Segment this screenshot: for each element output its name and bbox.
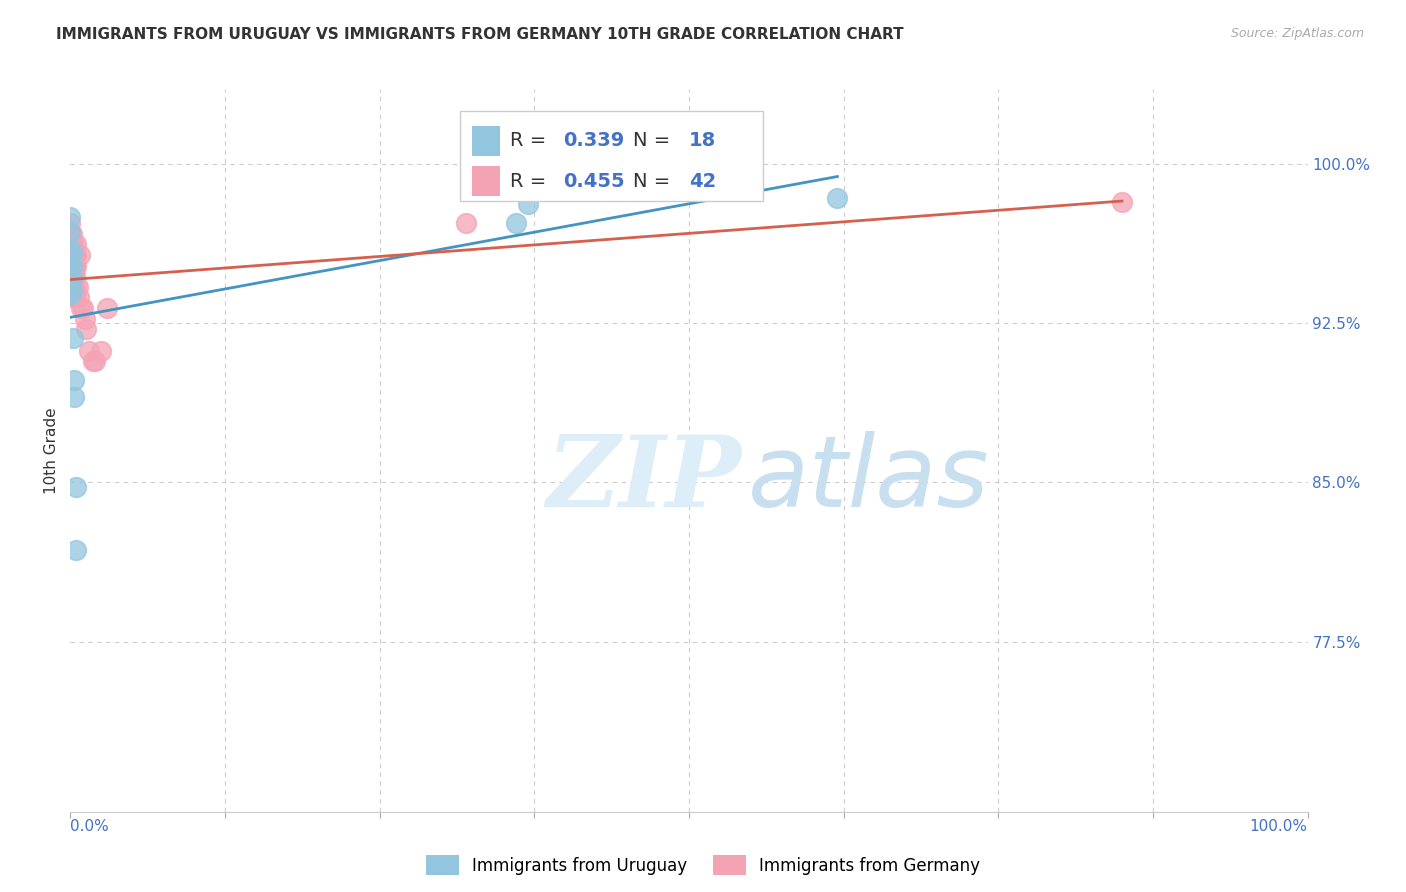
Point: [62, 237, 84, 252]
Point: [65, 248, 87, 262]
Point: [59, 237, 82, 252]
Point: [59, 280, 82, 294]
Text: Source: ZipAtlas.com: Source: ZipAtlas.com: [1230, 27, 1364, 40]
Point: [60, 271, 83, 285]
Point: [59, 269, 82, 284]
Text: 18: 18: [689, 131, 716, 150]
Text: IMMIGRANTS FROM URUGUAY VS IMMIGRANTS FROM GERMANY 10TH GRADE CORRELATION CHART: IMMIGRANTS FROM URUGUAY VS IMMIGRANTS FR…: [56, 27, 904, 42]
Point: [456, 216, 478, 230]
Point: [77, 343, 100, 358]
Text: ZIP: ZIP: [547, 431, 741, 527]
Point: [59, 216, 82, 230]
Point: [65, 479, 87, 493]
Point: [67, 290, 90, 304]
Point: [60, 284, 83, 298]
Point: [59, 225, 82, 239]
Point: [59, 242, 82, 256]
Text: 42: 42: [689, 172, 716, 191]
Point: [827, 190, 849, 204]
Point: [59, 273, 82, 287]
Point: [90, 343, 112, 358]
Text: 0.0%: 0.0%: [70, 819, 110, 834]
Point: [62, 331, 84, 345]
Legend: Immigrants from Uruguay, Immigrants from Germany: Immigrants from Uruguay, Immigrants from…: [426, 855, 980, 875]
Point: [59, 288, 82, 302]
Point: [62, 259, 84, 273]
Point: [60, 269, 83, 284]
Point: [75, 311, 97, 326]
Text: N =: N =: [633, 172, 676, 191]
Bar: [472, 166, 499, 196]
Point: [66, 280, 89, 294]
Point: [65, 280, 87, 294]
Point: [63, 373, 86, 387]
Text: R =: R =: [509, 131, 553, 150]
Point: [59, 259, 82, 273]
FancyBboxPatch shape: [460, 111, 763, 202]
Point: [63, 259, 86, 273]
Point: [62, 248, 84, 262]
Point: [70, 301, 93, 315]
Point: [517, 197, 540, 211]
Point: [60, 237, 83, 252]
Point: [65, 259, 87, 273]
Point: [60, 259, 83, 273]
Point: [69, 248, 91, 262]
Point: [63, 269, 86, 284]
Point: [65, 237, 87, 252]
Point: [65, 290, 87, 304]
Point: [63, 248, 86, 262]
Text: R =: R =: [509, 172, 553, 191]
Point: [60, 245, 83, 260]
Text: 100.0%: 100.0%: [1250, 819, 1308, 834]
Point: [60, 259, 83, 273]
Point: [59, 227, 82, 241]
Point: [60, 227, 83, 241]
Point: [60, 280, 83, 294]
Text: 0.455: 0.455: [562, 172, 624, 191]
Point: [59, 256, 82, 270]
Text: N =: N =: [633, 131, 676, 150]
Point: [60, 248, 83, 262]
Point: [75, 322, 97, 336]
Point: [59, 210, 82, 224]
Point: [60, 290, 83, 304]
Point: [59, 248, 82, 262]
Point: [65, 259, 87, 273]
Point: [1111, 194, 1133, 209]
Point: [63, 390, 86, 404]
Point: [65, 248, 87, 262]
Text: atlas: atlas: [748, 431, 990, 528]
Point: [505, 216, 527, 230]
Point: [65, 269, 87, 284]
Point: [96, 301, 118, 315]
Text: 0.339: 0.339: [562, 131, 624, 150]
Point: [82, 354, 104, 368]
Point: [84, 354, 107, 368]
Point: [72, 301, 94, 315]
Point: [65, 543, 87, 558]
Bar: [472, 126, 499, 156]
Y-axis label: 10th Grade: 10th Grade: [44, 407, 59, 494]
